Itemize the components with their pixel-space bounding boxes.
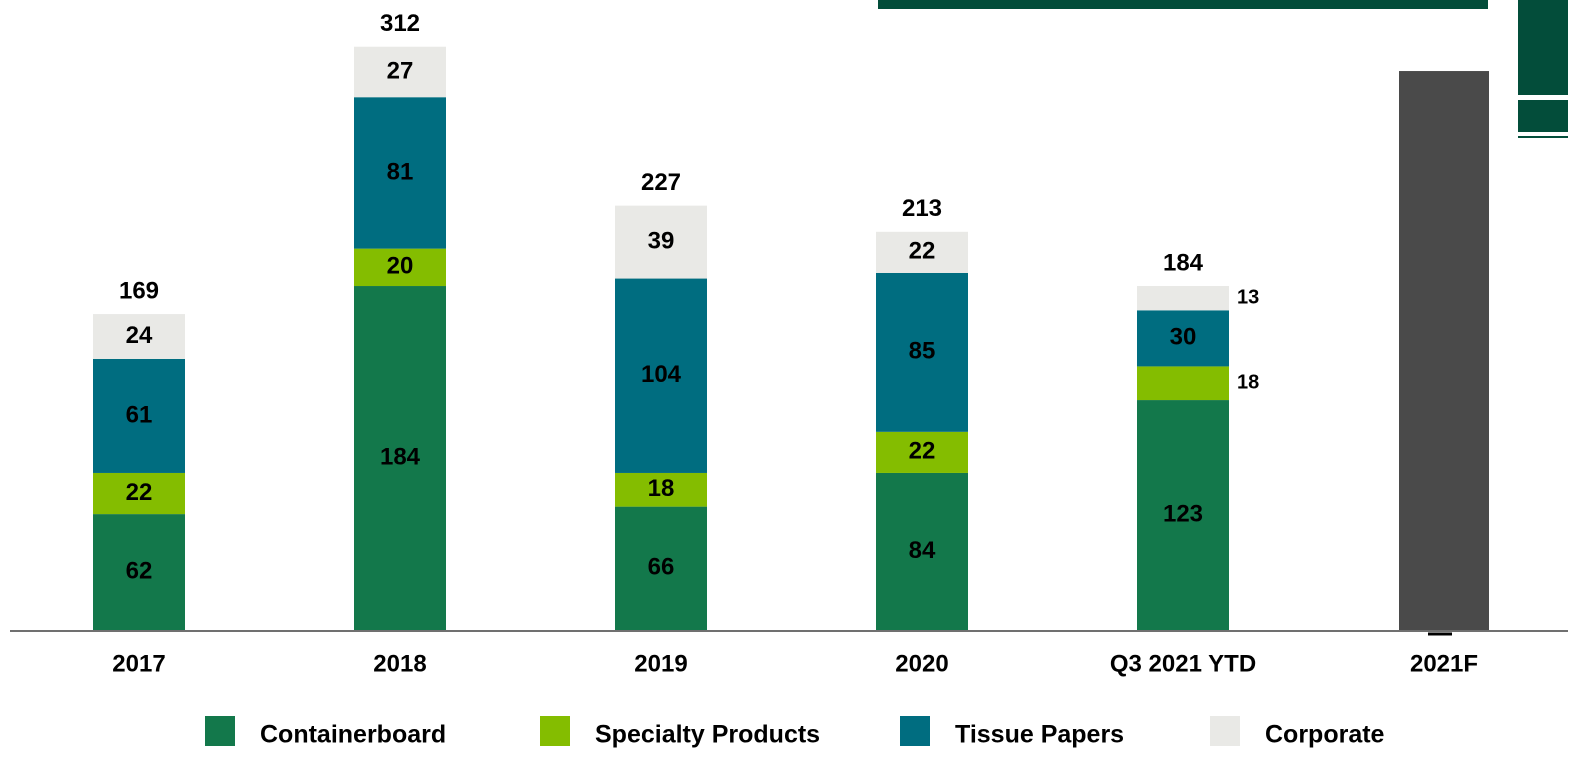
data-label: 85 [909,338,936,365]
data-label: 184 [380,443,421,470]
total-label: 184 [1163,249,1204,276]
data-label: 30 [1170,324,1197,351]
legend-swatch [900,716,930,746]
bar-segment [93,472,185,515]
data-label: 39 [648,227,675,254]
legend-swatch [1210,716,1240,746]
data-label-outside: 13 [1237,286,1259,308]
data-label: 61 [126,401,153,428]
x-tick-label: 2018 [373,650,426,677]
side-block [1518,0,1568,95]
data-label: 18 [648,475,675,502]
data-label: 62 [126,557,153,584]
bar-segment [615,506,707,630]
forecast-bar [1399,71,1489,630]
data-label: 22 [909,238,936,265]
bar-segment [93,514,185,630]
data-label: 20 [387,253,414,280]
bar-segment [615,278,707,473]
legend-label: Corporate [1265,721,1385,749]
x-tick-label: 2021F [1410,650,1478,677]
total-label: 213 [902,195,942,222]
legend-label: Tissue Papers [955,721,1124,749]
bar-segment [876,231,968,273]
bar-segment [354,46,446,98]
data-label: 81 [387,158,414,185]
bar-segment [1137,366,1229,401]
bar-segment [354,97,446,249]
bar-segment [615,472,707,507]
total-label: 312 [380,10,420,37]
total-label: 169 [119,277,159,304]
legend-label: Specialty Products [595,721,820,749]
legend-label: Containerboard [260,721,446,749]
bar-segment [354,286,446,630]
bar-segment [1137,286,1229,311]
bar-segment [615,205,707,279]
legend-swatch [540,716,570,746]
data-label: 104 [641,361,682,388]
side-block [1518,100,1568,132]
bar-segment [93,314,185,359]
bar-segment [1137,400,1229,630]
bar-segment [1137,310,1229,367]
data-label: 123 [1163,500,1203,527]
bar-segment [354,248,446,287]
data-label: 66 [648,554,675,581]
data-label: 22 [909,438,936,465]
x-tick-label: Q3 2021 YTD [1110,650,1256,677]
x-tick-label: 2019 [634,650,687,677]
header-band [878,0,1488,9]
data-label: 22 [126,479,153,506]
legend-swatch [205,716,235,746]
total-label: 227 [641,169,681,196]
data-label: 24 [126,322,153,349]
bar-segment [876,431,968,473]
x-tick-label: 2017 [112,650,165,677]
x-tick-label: 2020 [895,650,948,677]
data-label: 84 [909,537,936,564]
data-label: 27 [387,57,414,84]
bar-segment [876,472,968,630]
bar-segment [876,272,968,432]
data-label-outside: 18 [1237,372,1259,394]
bar-segment [93,358,185,473]
